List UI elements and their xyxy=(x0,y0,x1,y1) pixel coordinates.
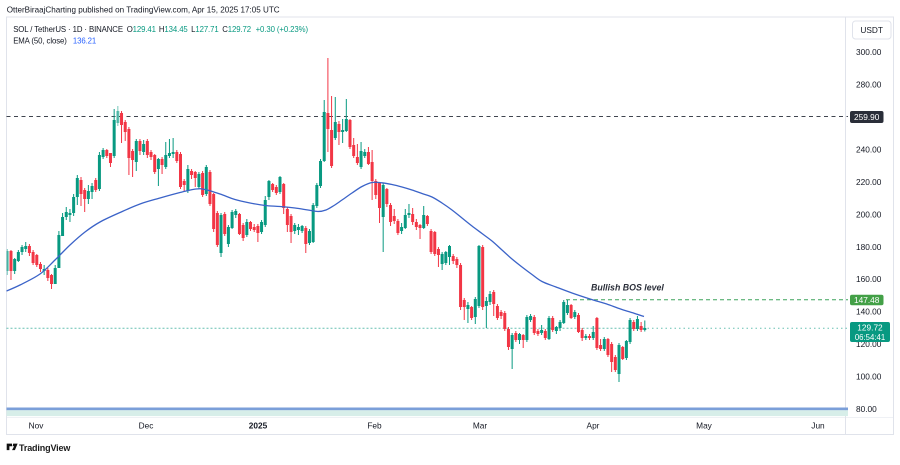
svg-text:Feb: Feb xyxy=(367,421,382,431)
svg-text:Nov: Nov xyxy=(29,421,45,431)
svg-text:USDT: USDT xyxy=(860,25,883,35)
svg-text:180.00: 180.00 xyxy=(856,242,882,252)
svg-text:06:54:41: 06:54:41 xyxy=(855,333,885,342)
svg-text:EMA (50, close)136.21: EMA (50, close) 136.21 xyxy=(13,37,96,46)
svg-text:2025: 2025 xyxy=(249,421,268,431)
svg-text:120.00: 120.00 xyxy=(856,339,882,349)
svg-text:OtterBiraajCharting published: OtterBiraajCharting published on Trading… xyxy=(7,6,280,15)
svg-text:May: May xyxy=(696,421,713,431)
svg-text:80.00: 80.00 xyxy=(856,404,877,414)
svg-text:200.00: 200.00 xyxy=(856,209,882,219)
svg-text:280.00: 280.00 xyxy=(856,80,882,90)
svg-text:140.00: 140.00 xyxy=(856,307,882,317)
svg-text:259.90: 259.90 xyxy=(854,112,880,122)
svg-text:TradingView: TradingView xyxy=(19,443,71,453)
svg-text:Apr: Apr xyxy=(587,421,600,431)
svg-text:Jun: Jun xyxy=(811,421,825,431)
svg-text:220.00: 220.00 xyxy=(856,177,882,187)
svg-text:Mar: Mar xyxy=(473,421,488,431)
svg-text:160.00: 160.00 xyxy=(856,274,882,284)
svg-text:240.00: 240.00 xyxy=(856,144,882,154)
svg-text:Dec: Dec xyxy=(139,421,154,431)
svg-text:147.48: 147.48 xyxy=(854,295,880,305)
svg-text:129.72: 129.72 xyxy=(857,322,883,332)
svg-text:300.00: 300.00 xyxy=(856,47,882,57)
svg-text:100.00: 100.00 xyxy=(856,372,882,382)
svg-text:Bullish BOS level: Bullish BOS level xyxy=(591,283,664,293)
